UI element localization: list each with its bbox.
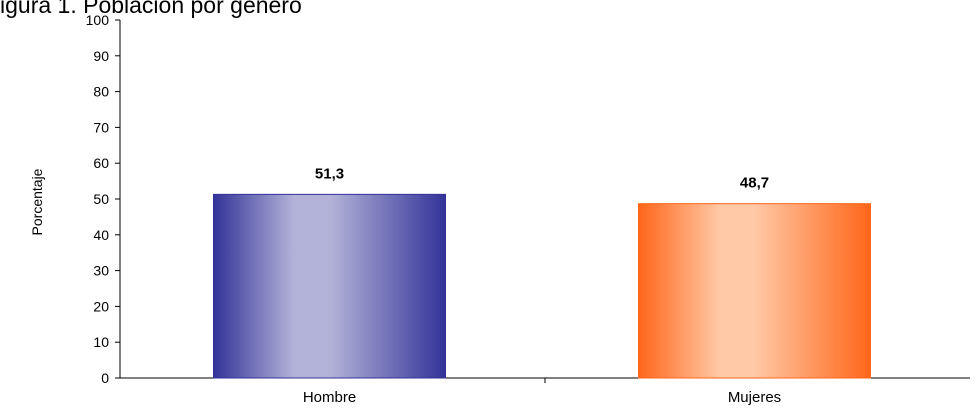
y-tick-label: 100 [86,12,110,28]
bar-mujeres [638,203,871,379]
y-tick-label: 20 [93,298,109,314]
bar-hombre [213,193,446,379]
x-category-label: Hombre [303,389,356,406]
y-tick-label: 60 [93,155,109,171]
y-tick-label: 80 [93,84,109,100]
y-tick-label: 40 [93,227,109,243]
y-tick-label: 0 [101,370,109,386]
data-label: 51,3 [315,165,344,182]
y-tick-label: 30 [93,263,109,279]
y-tick-label: 70 [93,119,109,135]
y-axis-label: Porcentaje [29,168,45,235]
y-tick-label: 50 [93,191,109,207]
axes: 0 10 20 30 40 50 60 70 80 90 100 Hombre Mujeres [86,12,970,406]
chart-title: igura 1. Población por género [0,0,302,18]
x-category-label: Mujeres [728,389,781,406]
data-label: 48,7 [740,175,769,192]
y-tick-label: 90 [93,48,109,64]
y-tick-label: 10 [93,334,109,350]
bars: 51,3 48,7 [213,165,871,379]
